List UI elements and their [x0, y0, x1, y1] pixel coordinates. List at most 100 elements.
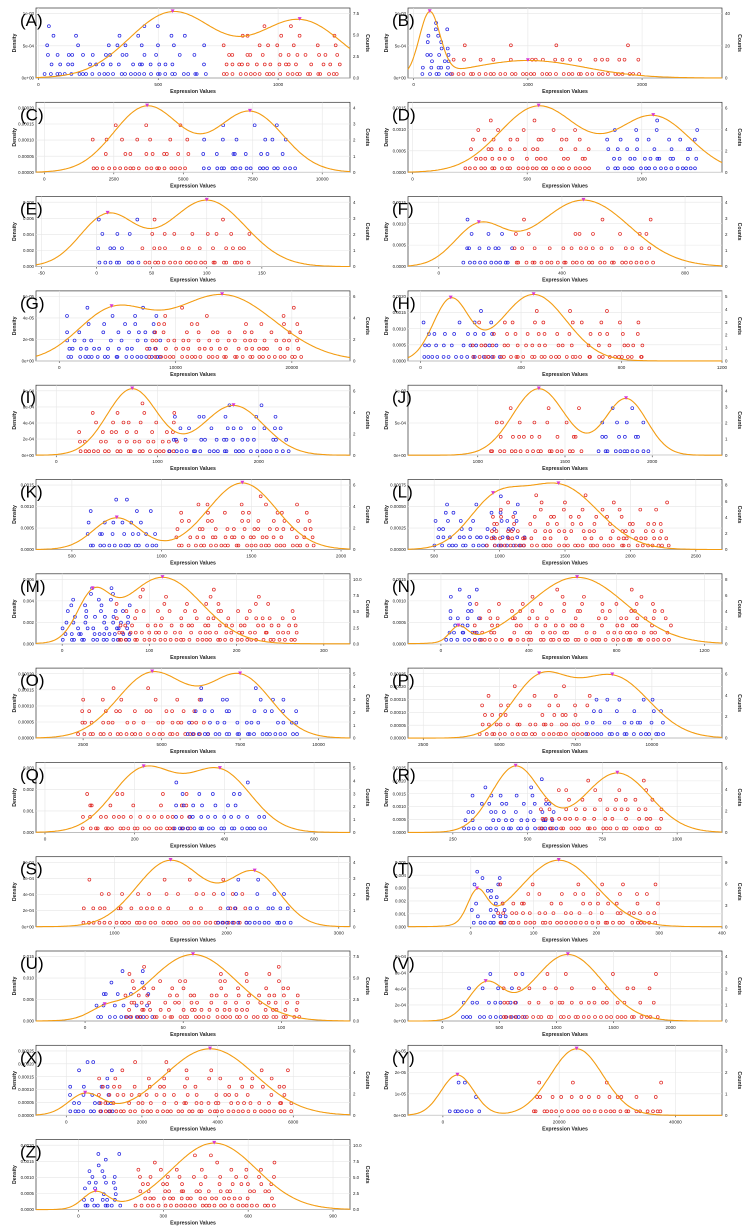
data-point-red — [619, 1015, 624, 1019]
data-point-blue — [114, 497, 118, 502]
data-point-red — [281, 527, 286, 531]
data-point-blue — [502, 908, 507, 912]
data-point-red — [613, 807, 617, 812]
data-point-blue — [632, 732, 636, 736]
data-point-blue — [140, 980, 145, 985]
data-point-red — [188, 260, 193, 265]
data-point-red — [528, 722, 532, 727]
peak-marker — [565, 952, 570, 956]
panel-s: 1000 2000 30000e+002e-044e-046e-048e-04012… — [12, 856, 370, 944]
data-point-red — [508, 137, 513, 142]
data-point-red — [206, 355, 211, 359]
data-point-blue — [137, 330, 141, 335]
data-point-red — [138, 1189, 143, 1194]
data-point-blue — [91, 637, 95, 642]
data-point-red — [179, 510, 183, 515]
data-point-blue — [100, 532, 104, 536]
data-point-blue — [247, 732, 252, 736]
data-point-blue — [496, 246, 501, 251]
y-axis-title: Density — [384, 505, 390, 524]
data-point-red — [144, 123, 149, 128]
y2-tick-label: 1 — [725, 1091, 728, 1096]
data-point-red — [161, 1182, 165, 1186]
data-point-blue — [492, 914, 496, 919]
data-point-red — [244, 1175, 248, 1179]
data-point-red — [193, 355, 198, 359]
data-point-blue — [193, 449, 197, 454]
y2-tick-label: 4 — [353, 860, 356, 865]
data-point-red — [577, 232, 582, 236]
data-point-red — [280, 510, 284, 515]
data-point-red — [462, 57, 466, 62]
data-point-blue — [280, 152, 285, 156]
data-point-red — [525, 630, 529, 635]
data-point-blue — [492, 527, 497, 531]
data-point-blue — [140, 62, 144, 67]
data-point-red — [157, 246, 162, 251]
y-tick-label: 2e-05 — [395, 1070, 407, 1075]
data-point-red — [532, 72, 537, 76]
data-point-red — [236, 1109, 241, 1114]
data-point-red — [270, 1196, 274, 1201]
data-point-red — [667, 637, 671, 642]
data-point-blue — [202, 43, 206, 48]
data-point-blue — [77, 72, 82, 76]
data-point-blue — [465, 217, 470, 222]
y-tick-label: 0.00000 — [390, 547, 406, 552]
data-point-red — [132, 986, 136, 991]
data-point-blue — [610, 732, 614, 736]
data-point-red — [584, 630, 589, 635]
data-point-blue — [252, 123, 257, 128]
data-point-red — [590, 637, 595, 642]
data-point-red — [538, 602, 543, 606]
data-point-red — [591, 232, 595, 236]
data-point-red — [142, 986, 146, 991]
x-axis-title: Expression Values — [170, 466, 216, 472]
data-point-blue — [595, 732, 600, 736]
data-point-red — [580, 507, 585, 512]
data-point-red — [170, 732, 175, 736]
data-point-red — [279, 535, 284, 540]
data-point-blue — [187, 720, 191, 725]
data-point-red — [514, 972, 518, 976]
data-point-red — [634, 1095, 639, 1099]
data-point-red — [533, 529, 538, 533]
data-point-blue — [88, 543, 93, 548]
data-point-red — [103, 1109, 108, 1114]
data-point-red — [499, 507, 503, 512]
data-point-red — [327, 72, 331, 76]
data-point-red — [623, 246, 628, 251]
peak-marker — [160, 575, 165, 579]
data-point-blue — [99, 603, 104, 608]
data-point-red — [544, 166, 549, 171]
data-point-red — [508, 406, 513, 410]
data-point-blue — [623, 435, 627, 439]
data-point-blue — [528, 810, 533, 814]
data-point-red — [543, 529, 547, 533]
data-point-red — [602, 260, 607, 265]
panel-o: 2500 5000 7500 100000.000000.000050.000100.… — [12, 667, 370, 755]
data-point-red — [257, 1175, 261, 1179]
data-point-red — [541, 320, 546, 325]
data-point-red — [87, 709, 91, 713]
data-point-red — [135, 826, 140, 831]
data-point-blue — [71, 597, 75, 602]
x-tick-label: 5000 — [178, 176, 189, 181]
data-point-red — [244, 616, 249, 621]
data-point-red — [583, 536, 587, 541]
data-point-red — [513, 449, 518, 454]
data-point-blue — [135, 217, 140, 222]
data-point-red — [600, 623, 604, 628]
y-axis-title: Density — [12, 882, 18, 901]
data-point-blue — [503, 260, 508, 265]
data-point-red — [634, 602, 639, 606]
data-point-red — [304, 510, 309, 515]
data-point-blue — [169, 33, 174, 38]
data-point-red — [566, 156, 570, 161]
data-point-red — [527, 1000, 532, 1005]
data-point-blue — [105, 637, 109, 642]
data-point-blue — [590, 720, 595, 725]
data-point-red — [287, 330, 292, 335]
data-point-red — [557, 543, 561, 548]
data-point-red — [165, 1109, 170, 1114]
